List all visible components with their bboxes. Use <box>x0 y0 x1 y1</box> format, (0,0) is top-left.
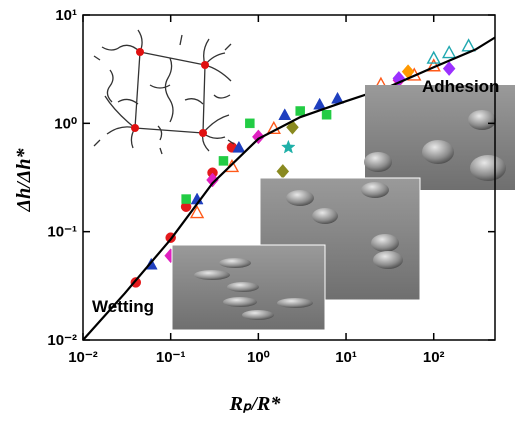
data-point <box>218 156 229 166</box>
y-tick-label: 10⁰ <box>54 115 77 132</box>
y-tick-label: 10⁻² <box>47 332 77 349</box>
annotation: Adhesion <box>422 77 499 96</box>
x-tick-label: 10² <box>423 349 445 366</box>
data-point <box>442 61 456 76</box>
x-tick-label: 10⁻¹ <box>156 349 186 366</box>
x-tick-label: 10¹ <box>335 349 357 366</box>
y-axis-label: Δh/Δh* <box>13 148 35 213</box>
data-point <box>206 172 219 188</box>
data-point <box>461 38 476 52</box>
x-axis-label: Rₚ/R* <box>229 393 282 415</box>
sem-inset-adhesion <box>364 85 515 190</box>
data-point <box>181 194 191 204</box>
network-schematic <box>93 29 235 155</box>
data-point <box>441 45 457 59</box>
data-point <box>426 50 441 64</box>
data-point <box>245 118 255 129</box>
x-tick-label: 10⁻² <box>68 349 98 366</box>
fit-curve <box>82 36 496 341</box>
y-tick-label: 10¹ <box>55 7 77 24</box>
data-point <box>281 139 296 154</box>
data-point <box>189 205 205 219</box>
data-point <box>295 106 305 116</box>
crosslinks <box>131 48 209 137</box>
data-point <box>321 110 332 120</box>
data-point <box>232 140 246 153</box>
annotation: Wetting <box>92 297 154 316</box>
x-tick-label: 10⁰ <box>247 349 270 366</box>
y-tick-label: 10⁻¹ <box>47 224 77 241</box>
data-point <box>278 108 292 121</box>
sem-inset-wetting <box>171 244 326 331</box>
plot-frame <box>82 14 496 341</box>
data-point <box>266 120 281 134</box>
